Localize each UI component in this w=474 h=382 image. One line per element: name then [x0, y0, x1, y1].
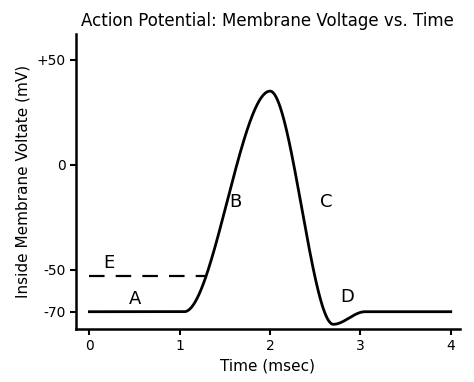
- Y-axis label: Inside Membrane Voltate (mV): Inside Membrane Voltate (mV): [16, 65, 31, 298]
- Text: E: E: [104, 254, 115, 272]
- Title: Action Potential: Membrane Voltage vs. Time: Action Potential: Membrane Voltage vs. T…: [82, 12, 454, 30]
- Text: A: A: [128, 290, 141, 308]
- X-axis label: Time (msec): Time (msec): [220, 358, 315, 374]
- Text: B: B: [229, 193, 242, 212]
- Text: C: C: [320, 193, 332, 212]
- Text: D: D: [340, 288, 354, 306]
